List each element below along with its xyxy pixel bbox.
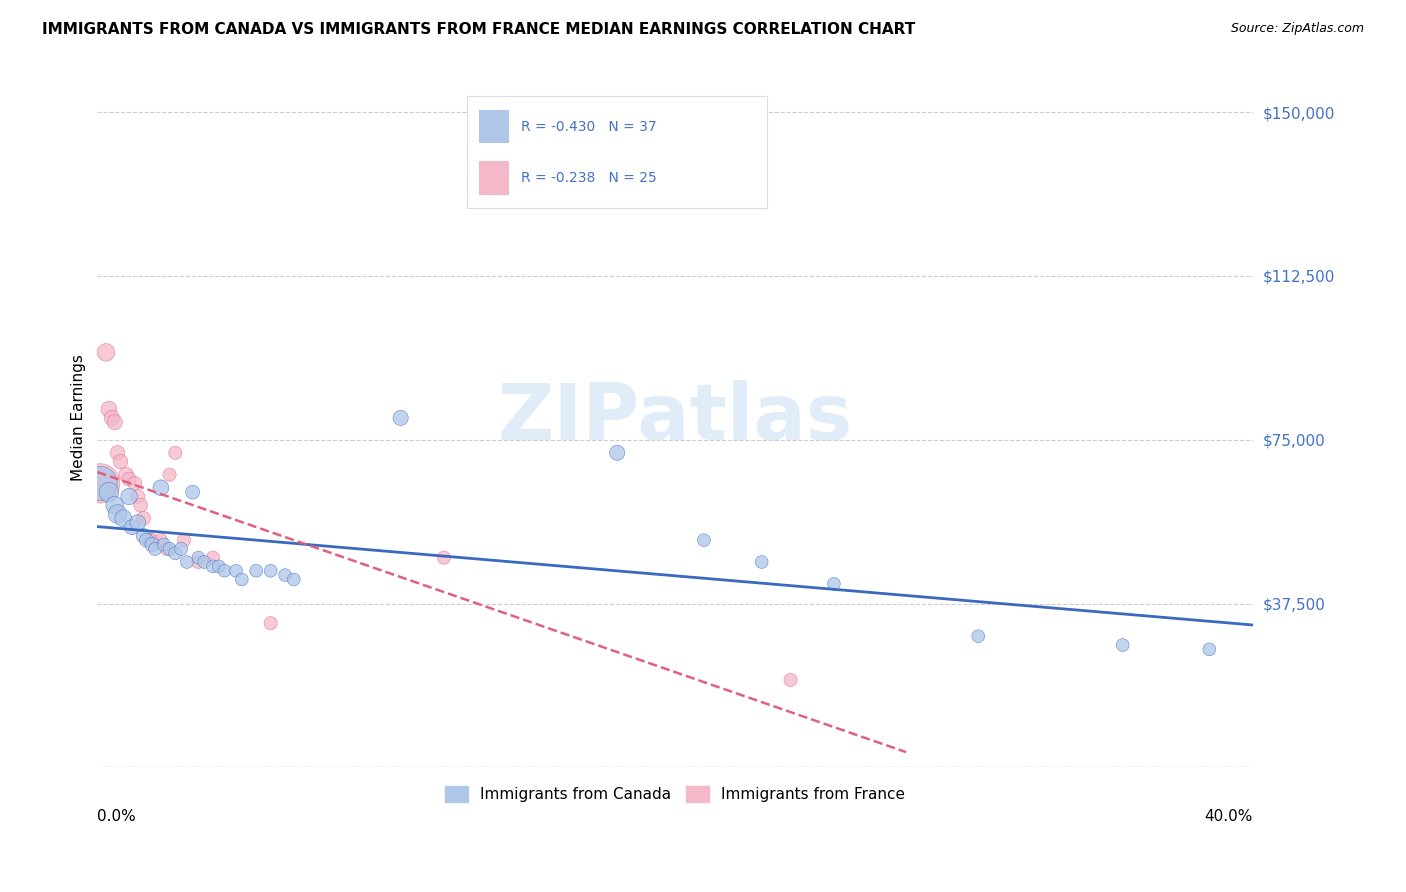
Point: [141, 533, 163, 548]
Point: [94, 345, 117, 359]
Text: 40.0%: 40.0%: [1205, 809, 1253, 824]
Point: [143, 541, 166, 556]
Point: [159, 541, 181, 556]
Point: [187, 555, 209, 569]
Point: [274, 568, 297, 582]
Point: [176, 555, 198, 569]
Point: [118, 490, 141, 504]
Point: [170, 541, 193, 556]
Point: [779, 673, 801, 687]
Point: [127, 490, 149, 504]
Point: [967, 629, 990, 643]
Text: IMMIGRANTS FROM CANADA VS IMMIGRANTS FROM FRANCE MEDIAN EARNINGS CORRELATION CHA: IMMIGRANTS FROM CANADA VS IMMIGRANTS FRO…: [42, 22, 915, 37]
Point: [138, 533, 160, 548]
Point: [124, 476, 146, 491]
Point: [751, 555, 773, 569]
Point: [110, 454, 132, 468]
Point: [115, 467, 138, 482]
Point: [152, 537, 174, 551]
Point: [89, 476, 111, 491]
Point: [1111, 638, 1133, 652]
Point: [129, 498, 152, 512]
Text: 0.0%: 0.0%: [97, 809, 136, 824]
Point: [259, 616, 281, 631]
Point: [165, 546, 187, 560]
Point: [149, 481, 172, 495]
Point: [433, 550, 456, 565]
Point: [283, 573, 305, 587]
Point: [135, 533, 157, 548]
Point: [201, 550, 224, 565]
Point: [121, 520, 143, 534]
Point: [208, 559, 231, 574]
Point: [118, 472, 141, 486]
Legend: Immigrants from Canada, Immigrants from France: Immigrants from Canada, Immigrants from …: [439, 780, 911, 808]
Point: [187, 550, 209, 565]
Point: [132, 511, 155, 525]
Point: [97, 402, 120, 417]
Point: [104, 415, 127, 429]
Point: [1198, 642, 1220, 657]
Point: [132, 529, 155, 543]
Point: [101, 410, 124, 425]
Point: [173, 533, 195, 548]
Point: [89, 476, 111, 491]
Point: [259, 564, 281, 578]
Point: [156, 541, 179, 556]
Point: [141, 537, 163, 551]
Point: [112, 511, 135, 525]
Point: [97, 485, 120, 500]
Point: [107, 446, 129, 460]
Point: [159, 467, 181, 482]
Point: [225, 564, 247, 578]
Point: [149, 533, 172, 548]
Point: [606, 446, 628, 460]
Point: [231, 573, 253, 587]
Point: [104, 498, 127, 512]
Point: [214, 564, 236, 578]
Point: [693, 533, 716, 548]
Point: [389, 410, 412, 425]
Text: ZIPatlas: ZIPatlas: [498, 380, 852, 456]
Point: [823, 577, 845, 591]
Point: [201, 559, 224, 574]
Y-axis label: Median Earnings: Median Earnings: [72, 354, 86, 482]
Point: [245, 564, 267, 578]
Point: [193, 555, 215, 569]
Point: [107, 507, 129, 521]
Point: [165, 446, 187, 460]
Text: Source: ZipAtlas.com: Source: ZipAtlas.com: [1230, 22, 1364, 36]
Point: [181, 485, 204, 500]
Point: [127, 516, 149, 530]
